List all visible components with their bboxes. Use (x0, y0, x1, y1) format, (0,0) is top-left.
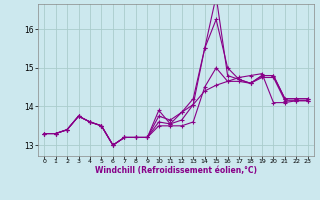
X-axis label: Windchill (Refroidissement éolien,°C): Windchill (Refroidissement éolien,°C) (95, 166, 257, 175)
